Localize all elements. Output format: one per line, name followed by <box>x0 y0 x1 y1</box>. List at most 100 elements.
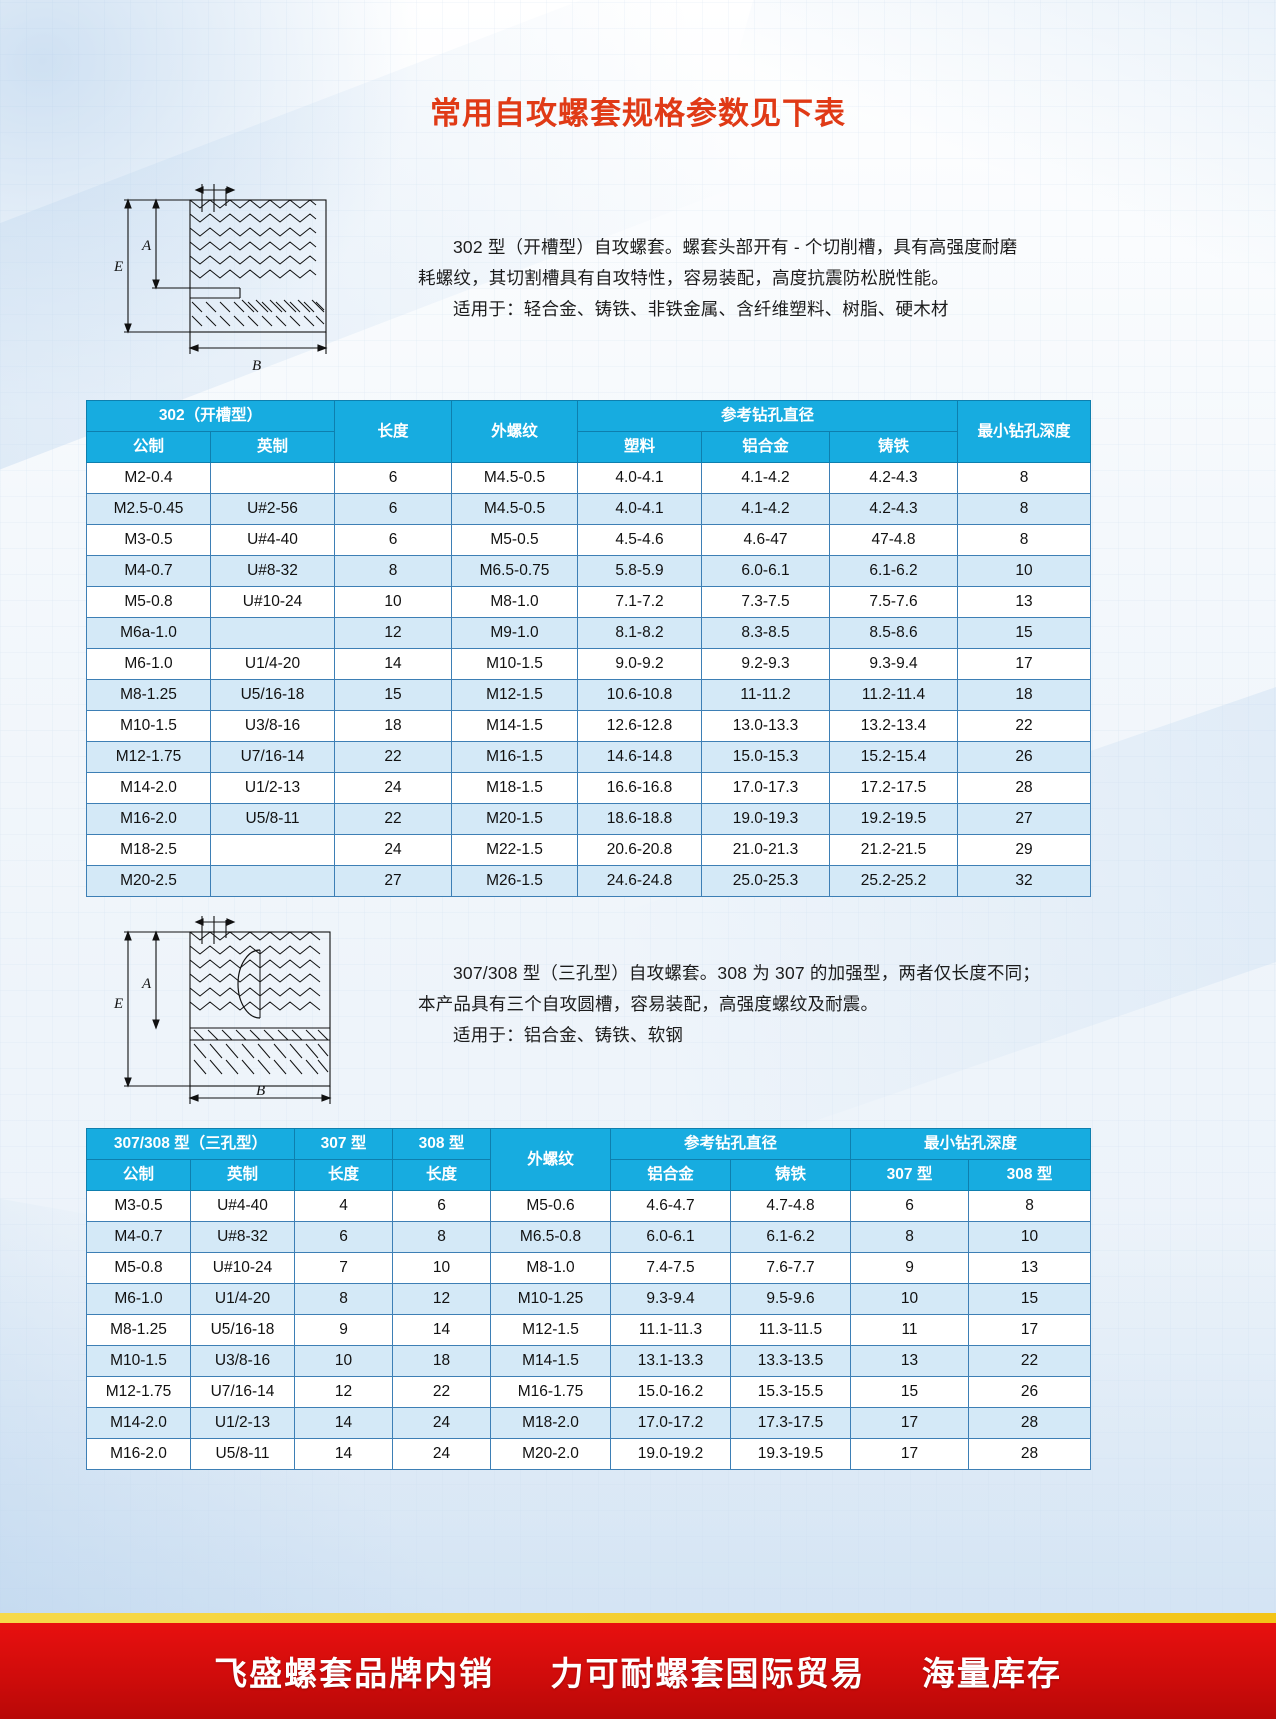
spec-302-cell: M10-1.5 <box>86 710 211 742</box>
spec-307-cell: M8-1.25 <box>86 1314 191 1346</box>
spec-302-cell: M16-2.0 <box>86 803 211 835</box>
spec-302-cell: 19.0-19.3 <box>701 803 830 835</box>
table-307-header-row-1: 307/308 型（三孔型） 307 型 308 型 外螺纹 参考钻孔直径 最小… <box>86 1128 1091 1191</box>
spec-307-cell: 19.3-19.5 <box>730 1438 851 1470</box>
spec-table-302: 302（开槽型） 长度 外螺纹 参考钻孔直径 最小钻孔深度 公制 英制 塑料 铝… <box>86 400 1091 897</box>
table-302-header-row-2: 公制 英制 塑料 铝合金 铸铁 <box>86 431 1091 463</box>
spec-302-cell: 6 <box>334 462 452 494</box>
header-307-len308: 308 型 <box>392 1128 491 1160</box>
spec-307-cell: U5/8-11 <box>190 1438 295 1470</box>
description-307-308: 307/308 型（三孔型）自攻螺套。308 为 307 的加强型，两者仅长度不… <box>418 958 1118 1051</box>
spec-302-cell: 21.0-21.3 <box>701 834 830 866</box>
spec-307-cell: M4-0.7 <box>86 1221 191 1253</box>
spec-302-cell: 11-11.2 <box>701 679 830 711</box>
table-row: M8-1.25 U5/16-18 15 M12-1.5 10.6-10.8 11-11.2… <box>86 679 1091 711</box>
table-row: M5-0.8 U#10-24 7 10 M8-1.0 7.4-7.5 7.6-7.7 9 13 <box>86 1252 1091 1284</box>
spec-302-cell: 24 <box>334 772 452 804</box>
spec-302-cell: 5.8-5.9 <box>577 555 702 587</box>
spec-307-cell: 7 <box>294 1252 393 1284</box>
table-row: M10-1.5 U3/8-16 10 18 M14-1.5 13.1-13.3 13.3-1… <box>86 1345 1091 1377</box>
spec-302-cell: 16.6-16.8 <box>577 772 702 804</box>
drawing-307-label-E: E <box>113 996 123 1012</box>
header-307-length-307: 长度 <box>294 1159 393 1191</box>
spec-302-cell: M4.5-0.5 <box>451 493 578 525</box>
spec-302-cell: M22-1.5 <box>451 834 578 866</box>
spec-307-cell: 12 <box>294 1376 393 1408</box>
table-row: M16-2.0 U5/8-11 22 M20-1.5 18.6-18.8 19.0-19.… <box>86 803 1091 835</box>
spec-302-cell: 8.3-8.5 <box>701 617 830 649</box>
spec-302-cell: 7.1-7.2 <box>577 586 702 618</box>
table-row: M14-2.0 U1/2-13 14 24 M18-2.0 17.0-17.2 17.3-1… <box>86 1407 1091 1439</box>
table-302-header-row-1: 302（开槽型） 长度 外螺纹 参考钻孔直径 最小钻孔深度 <box>86 400 1091 463</box>
spec-307-cell: 10 <box>968 1221 1091 1253</box>
table-row: M10-1.5 U3/8-16 18 M14-1.5 12.6-12.8 13.0-13.… <box>86 710 1091 742</box>
spec-302-cell: 13 <box>957 586 1091 618</box>
spec-307-cell: 13.3-13.5 <box>730 1345 851 1377</box>
table-row: M6-1.0 U1/4-20 8 12 M10-1.25 9.3-9.4 9.5-9.6 10… <box>86 1283 1091 1315</box>
spec-307-cell: 6 <box>294 1221 393 1253</box>
spec-307-cell: 6.1-6.2 <box>730 1221 851 1253</box>
spec-302-cell <box>210 617 335 649</box>
spec-307-cell: M18-2.0 <box>490 1407 611 1439</box>
spec-302-cell: 6 <box>334 493 452 525</box>
banner-part-1: 飞盛螺套品牌内销 <box>214 1655 495 1692</box>
spec-307-cell: U1/4-20 <box>190 1283 295 1315</box>
spec-302-cell: 8.1-8.2 <box>577 617 702 649</box>
header-307-depth-group: 最小钻孔深度 <box>850 1128 1091 1160</box>
spec-302-cell: 17.2-17.5 <box>829 772 958 804</box>
spec-302-cell: 6.0-6.1 <box>701 555 830 587</box>
spec-307-cell: 8 <box>294 1283 393 1315</box>
spec-307-cell: 9.3-9.4 <box>610 1283 731 1315</box>
spec-307-cell: U7/16-14 <box>190 1376 295 1408</box>
spec-307-cell: 17 <box>850 1438 969 1470</box>
spec-307-cell: 22 <box>968 1345 1091 1377</box>
table-row: M3-0.5 U#4-40 4 6 M5-0.6 4.6-4.7 4.7-4.8 6 8 <box>86 1190 1091 1222</box>
header-302-aluminum: 铝合金 <box>701 431 830 463</box>
spec-307-cell: 24 <box>392 1438 491 1470</box>
header-307-aluminum: 铝合金 <box>610 1159 731 1191</box>
banner-part-3: 海量库存 <box>921 1655 1062 1692</box>
spec-307-cell: M14-1.5 <box>490 1345 611 1377</box>
spec-302-cell: 28 <box>957 772 1091 804</box>
spec-302-cell: M12-1.5 <box>451 679 578 711</box>
spec-307-cell: 17 <box>968 1314 1091 1346</box>
spec-307-cell: 14 <box>392 1314 491 1346</box>
spec-302-cell: M4-0.7 <box>86 555 211 587</box>
spec-302-cell: 4.0-4.1 <box>577 462 702 494</box>
header-307-depth-308: 308 型 <box>968 1159 1091 1191</box>
table-row: M14-2.0 U1/2-13 24 M18-1.5 16.6-16.8 17.0-17.… <box>86 772 1091 804</box>
spec-307-cell: 7.4-7.5 <box>610 1252 731 1284</box>
spec-302-cell: 9.0-9.2 <box>577 648 702 680</box>
spec-307-cell: 28 <box>968 1438 1091 1470</box>
spec-302-cell: M10-1.5 <box>451 648 578 680</box>
spec-302-cell: M2-0.4 <box>86 462 211 494</box>
header-307-outer-thread: 外螺纹 <box>490 1128 611 1191</box>
spec-table-302-wrapper: 302（开槽型） 长度 外螺纹 参考钻孔直径 最小钻孔深度 公制 英制 塑料 铝… <box>86 400 1091 897</box>
header-307-drill-group: 参考钻孔直径 <box>610 1128 851 1160</box>
drawing-307-label-B: B <box>256 1083 265 1099</box>
table-row: M2-0.4 6 M4.5-0.5 4.0-4.1 4.1-4.2 4.2-4.3 8 <box>86 462 1091 494</box>
spec-302-cell: 9.2-9.3 <box>701 648 830 680</box>
banner-text: 飞盛螺套品牌内销 力可耐螺套国际贸易 海量库存 <box>214 1647 1062 1695</box>
spec-table-307-308: 307/308 型（三孔型） 307 型 308 型 外螺纹 参考钻孔直径 最小… <box>86 1128 1091 1470</box>
spec-302-cell: M20-1.5 <box>451 803 578 835</box>
spec-307-cell: 11.3-11.5 <box>730 1314 851 1346</box>
spec-302-cell: 10 <box>334 586 452 618</box>
description-307-line-3: 适用于：铝合金、铸铁、软钢 <box>453 1025 684 1045</box>
spec-307-cell: 26 <box>968 1376 1091 1408</box>
header-302-type-group: 302（开槽型） <box>86 400 335 432</box>
spec-302-cell: M16-1.5 <box>451 741 578 773</box>
spec-302-cell: 22 <box>334 741 452 773</box>
spec-307-cell: 15 <box>968 1283 1091 1315</box>
spec-302-cell: 13.2-13.4 <box>829 710 958 742</box>
table-row: M4-0.7 U#8-32 8 M6.5-0.75 5.8-5.9 6.0-6.1 6.1-… <box>86 555 1091 587</box>
spec-302-cell: 25.0-25.3 <box>701 865 830 897</box>
spec-307-cell: 13 <box>968 1252 1091 1284</box>
spec-302-cell: 26 <box>957 741 1091 773</box>
spec-307-cell: 14 <box>294 1438 393 1470</box>
spec-307-cell: 19.0-19.2 <box>610 1438 731 1470</box>
drawing-302-svg: E A B <box>113 184 328 374</box>
spec-302-cell: U#8-32 <box>210 555 335 587</box>
spec-302-cell: M8-1.25 <box>86 679 211 711</box>
spec-302-cell: 8 <box>957 524 1091 556</box>
